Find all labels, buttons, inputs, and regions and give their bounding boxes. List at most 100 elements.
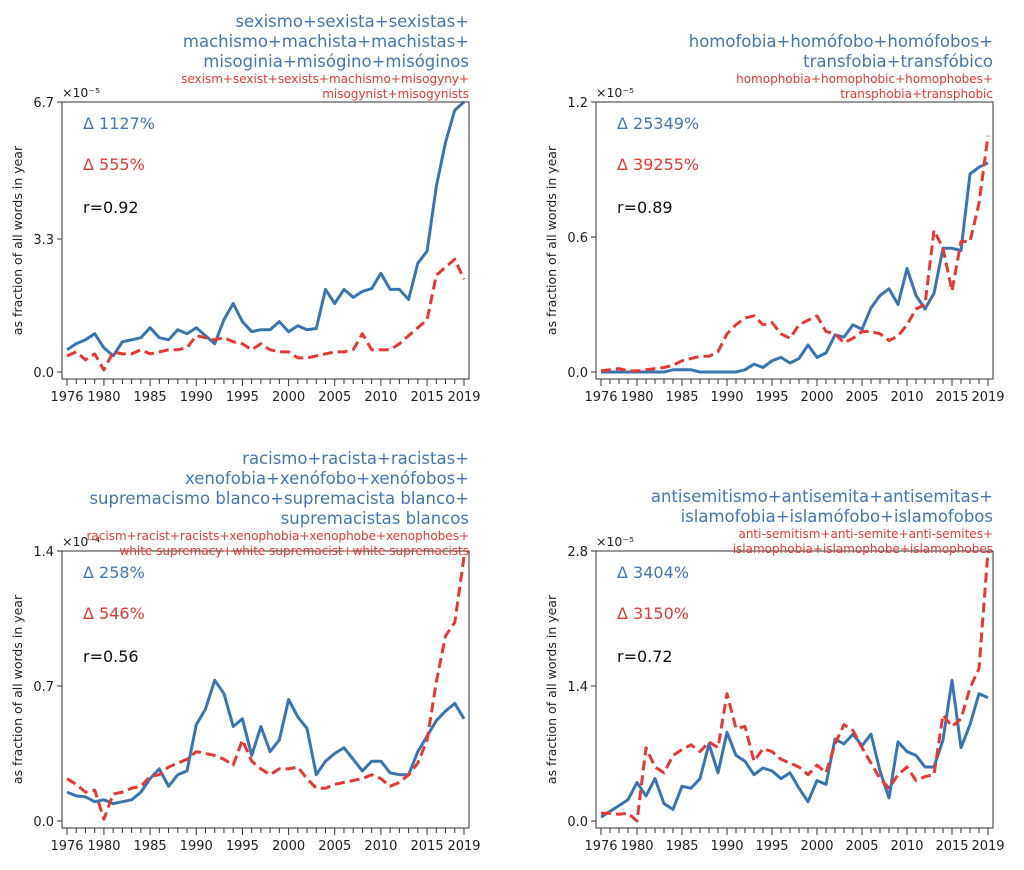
delta-spanish-label: Δ 1127% bbox=[83, 114, 155, 133]
delta-english-label: Δ 39255% bbox=[617, 155, 700, 174]
line-chart: 0.0 3.3 6.7 1976 1980 1985 1990 1995 2000 2005 201… bbox=[10, 85, 481, 405]
y-tick-label: 0.7 bbox=[33, 680, 54, 695]
x-tick-label: 1995 bbox=[226, 839, 259, 854]
x-tick-label: 1980 bbox=[87, 390, 120, 405]
x-tick-label: 2019 bbox=[971, 390, 1004, 405]
x-tick-label: 2010 bbox=[890, 390, 923, 405]
x-tick-label: 1985 bbox=[134, 390, 167, 405]
axis-multiplier: ×10⁻⁵ bbox=[62, 85, 100, 100]
title-spanish-line: supremacistas blancos bbox=[280, 509, 469, 528]
title-english-line: misogynist+misogynists bbox=[322, 87, 469, 101]
x-tick-label: 1985 bbox=[665, 839, 698, 854]
x-tick-label: 2015 bbox=[935, 390, 968, 405]
y-tick-label: 0.0 bbox=[567, 366, 588, 381]
series-line-spanish bbox=[66, 100, 465, 358]
x-tick-label: 2005 bbox=[318, 390, 351, 405]
chart-title: antisemitismo+antisemita+antisemitas+ isl… bbox=[651, 487, 993, 557]
title-spanish-line: sexismo+sexista+sexistas+ bbox=[235, 12, 469, 31]
title-spanish-line: transfobia+transfóbico bbox=[803, 52, 993, 71]
axis-multiplier: ×10⁻⁵ bbox=[596, 534, 634, 549]
series-line-english bbox=[600, 135, 990, 373]
x-tick-label: 1995 bbox=[755, 390, 788, 405]
x-tick-label: 1985 bbox=[134, 839, 167, 854]
title-spanish-line: xenofobia+xenófobo+xenófobos+ bbox=[185, 469, 469, 488]
x-tick-label: 1976 bbox=[584, 390, 617, 405]
correlation-label: r=0.89 bbox=[617, 198, 673, 217]
title-spanish-line: misoginia+misógino+misóginos bbox=[203, 52, 469, 71]
y-tick-label: 2.8 bbox=[567, 545, 588, 560]
x-tick-label: 1976 bbox=[584, 839, 617, 854]
plot-frame bbox=[595, 550, 994, 829]
x-tick-label: 1980 bbox=[620, 390, 653, 405]
chart-panel-antisemitism: 0.0 1.4 2.8 1976 1980 1985 1990 1995 2000 2005 201… bbox=[512, 435, 1024, 870]
series-line-english bbox=[601, 550, 990, 823]
y-tick-label: 1.4 bbox=[567, 680, 588, 695]
delta-english-label: Δ 3150% bbox=[617, 604, 689, 623]
plot-frame bbox=[595, 101, 994, 380]
y-axis-label: as fraction of all words in year bbox=[10, 594, 25, 784]
x-tick-label: 2000 bbox=[800, 839, 833, 854]
title-spanish-line: machismo+machista+machistas+ bbox=[182, 32, 469, 51]
x-tick-label: 2005 bbox=[845, 839, 878, 854]
y-tick-label: 3.3 bbox=[33, 233, 54, 248]
delta-english-label: Δ 555% bbox=[83, 155, 145, 174]
x-tick-label: 1976 bbox=[50, 390, 83, 405]
x-tick-label: 2000 bbox=[272, 839, 305, 854]
y-axis-label: as fraction of all words in year bbox=[544, 594, 559, 784]
correlation-label: r=0.92 bbox=[83, 198, 139, 217]
x-tick-label: 1990 bbox=[710, 390, 743, 405]
y-axis-label: as fraction of all words in year bbox=[10, 145, 25, 335]
y-tick-label: 6.7 bbox=[33, 96, 54, 111]
chart-title: sexismo+sexista+sexistas+ machismo+machis… bbox=[181, 12, 469, 102]
y-tick-label: 0.0 bbox=[33, 815, 54, 830]
title-english-line: anti-semitism+anti-semite+anti-semites+ bbox=[738, 527, 993, 541]
series-line-english bbox=[66, 556, 466, 821]
chart-title: racismo+racista+racistas+ xenofobia+xenóf… bbox=[86, 449, 469, 559]
axis-multiplier: ×10⁻⁴ bbox=[62, 534, 100, 549]
x-tick-label: 1985 bbox=[665, 390, 698, 405]
plot-frame bbox=[61, 101, 470, 380]
chart-title: homofobia+homófobo+homófobos+ transfobia+… bbox=[689, 32, 993, 102]
x-tick-label: 1990 bbox=[180, 839, 213, 854]
chart-panel-sexism: 0.0 3.3 6.7 1976 1980 1985 1990 1995 2000 2005 201… bbox=[0, 0, 512, 435]
title-english-line: homophobia+homophobic+homophobes+ bbox=[736, 72, 993, 86]
delta-english-label: Δ 546% bbox=[83, 604, 145, 623]
x-tick-label: 2005 bbox=[318, 839, 351, 854]
x-tick-label: 1980 bbox=[620, 839, 653, 854]
title-english-line: racism+racist+racists+xenophobia+xenopho… bbox=[86, 529, 469, 543]
line-chart: 0.0 0.6 1.2 1976 1980 1985 1990 1995 2000 2005 201… bbox=[544, 85, 1005, 405]
x-tick-label: 2010 bbox=[364, 839, 397, 854]
y-tick-label: 1.4 bbox=[33, 545, 54, 560]
title-spanish-line: islamofobia+islamófobo+islamofobos bbox=[680, 507, 993, 526]
delta-spanish-label: Δ 3404% bbox=[617, 563, 689, 582]
x-tick-label: 2010 bbox=[364, 390, 397, 405]
x-tick-label: 2000 bbox=[272, 390, 305, 405]
x-tick-label: 2019 bbox=[447, 390, 480, 405]
x-tick-label: 1995 bbox=[755, 839, 788, 854]
series-line-english bbox=[66, 257, 466, 372]
y-tick-label: 1.2 bbox=[567, 96, 588, 111]
x-tick-label: 1990 bbox=[710, 839, 743, 854]
line-chart: 0.0 0.7 1.4 1976 1980 1985 1990 1995 2000 2005 201… bbox=[10, 534, 481, 854]
chart-panel-racism: 0.0 0.7 1.4 1976 1980 1985 1990 1995 2000 2005 201… bbox=[0, 435, 512, 870]
x-tick-label: 2019 bbox=[447, 839, 480, 854]
title-english-line: transphobia+transphobic bbox=[840, 87, 993, 101]
title-english-line: white supremacy+white supremacist+white … bbox=[119, 544, 469, 558]
title-spanish-line: antisemitismo+antisemita+antisemitas+ bbox=[650, 487, 993, 506]
y-tick-label: 0.6 bbox=[567, 231, 588, 246]
correlation-label: r=0.72 bbox=[617, 647, 673, 666]
x-tick-label: 1976 bbox=[50, 839, 83, 854]
title-spanish-line: racismo+racista+racistas+ bbox=[242, 449, 469, 468]
y-tick-label: 0.0 bbox=[567, 815, 588, 830]
title-english-line: islamophobia+islamophobe+islamophobes bbox=[732, 542, 993, 556]
title-english-line: sexism+sexist+sexists+machismo+misogyny+ bbox=[181, 72, 469, 86]
x-tick-label: 2015 bbox=[411, 839, 444, 854]
x-tick-label: 2019 bbox=[971, 839, 1004, 854]
line-chart: 0.0 1.4 2.8 1976 1980 1985 1990 1995 2000 2005 201… bbox=[544, 534, 1005, 854]
y-axis-label: as fraction of all words in year bbox=[544, 145, 559, 335]
correlation-label: r=0.56 bbox=[83, 647, 139, 666]
x-tick-label: 2015 bbox=[411, 390, 444, 405]
x-tick-label: 1990 bbox=[180, 390, 213, 405]
title-spanish-line: supremacismo blanco+supremacista blanco+ bbox=[89, 489, 469, 508]
y-tick-label: 0.0 bbox=[33, 366, 54, 381]
